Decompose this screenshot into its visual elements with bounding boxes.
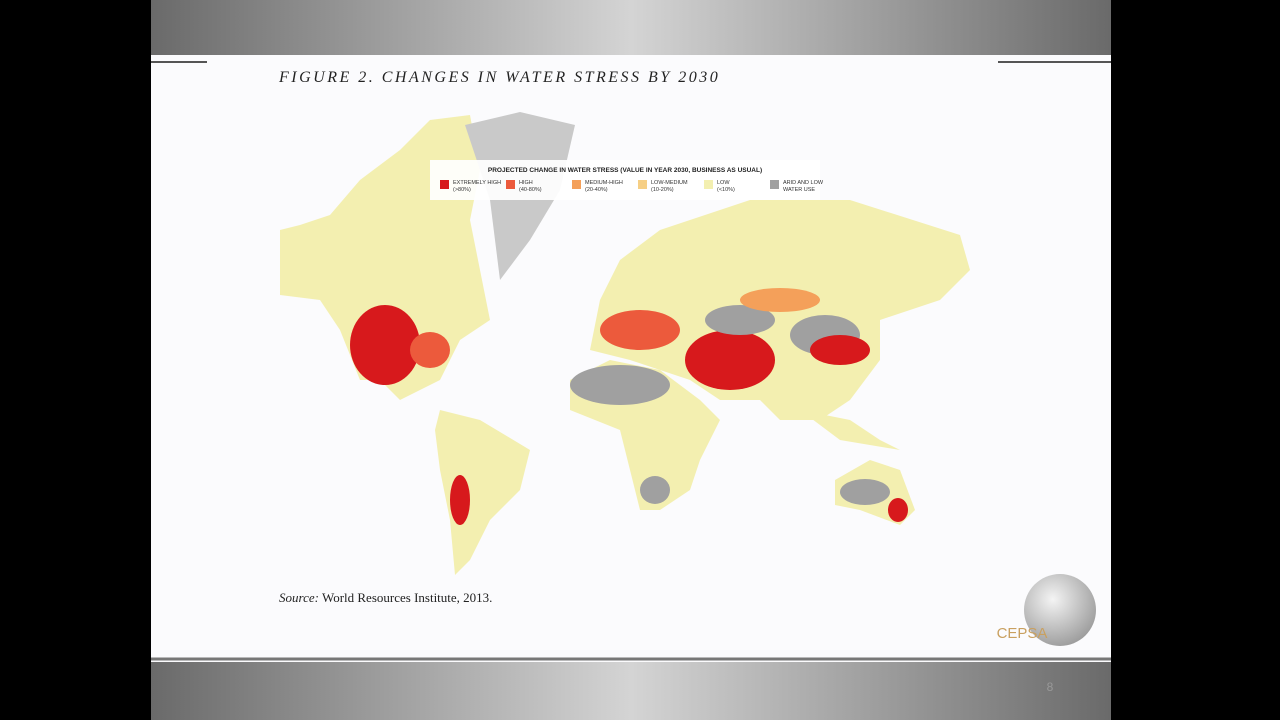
legend-swatch xyxy=(770,180,779,189)
legend-range: WATER USE xyxy=(783,187,815,193)
legend-label: LOW xyxy=(717,180,730,186)
legend-swatch xyxy=(572,180,581,189)
legend-box xyxy=(430,160,820,200)
logo-globe xyxy=(1024,574,1096,646)
legend-swatch xyxy=(704,180,713,189)
legend-swatch xyxy=(440,180,449,189)
world-map xyxy=(280,112,970,575)
source-text: World Resources Institute, 2013. xyxy=(322,590,492,605)
legend-title: PROJECTED CHANGE IN WATER STRESS (VALUE … xyxy=(488,167,762,174)
figure-title: FIGURE 2. CHANGES IN WATER STRESS BY 203… xyxy=(278,69,720,86)
legend-label: EXTREMELY HIGH xyxy=(453,180,501,186)
top-bar xyxy=(151,0,1111,55)
logo-text: CEPSA xyxy=(997,625,1048,642)
legend-range: (<10%) xyxy=(717,187,735,193)
legend-swatch xyxy=(638,180,647,189)
legend-label: LOW-MEDIUM xyxy=(651,180,688,186)
legend-range: (20-40%) xyxy=(585,187,608,193)
page-number: 8 xyxy=(1047,680,1054,694)
legend-range: (>80%) xyxy=(453,187,471,193)
legend-label: MEDIUM-HIGH xyxy=(585,180,623,186)
bottom-bar xyxy=(151,662,1111,720)
source-label: Source: xyxy=(279,590,319,605)
legend-label: HIGH xyxy=(519,180,533,186)
legend: EXTREMELY HIGH(>80%) HIGH(40-80%) MEDIUM-H… xyxy=(440,180,824,193)
legend-range: (10-20%) xyxy=(651,187,674,193)
legend-range: (40-80%) xyxy=(519,187,542,193)
source: Source: World Resources Institute, 2013. xyxy=(279,590,492,605)
legend-swatch xyxy=(506,180,515,189)
legend-label: ARID AND LOW xyxy=(783,180,824,186)
